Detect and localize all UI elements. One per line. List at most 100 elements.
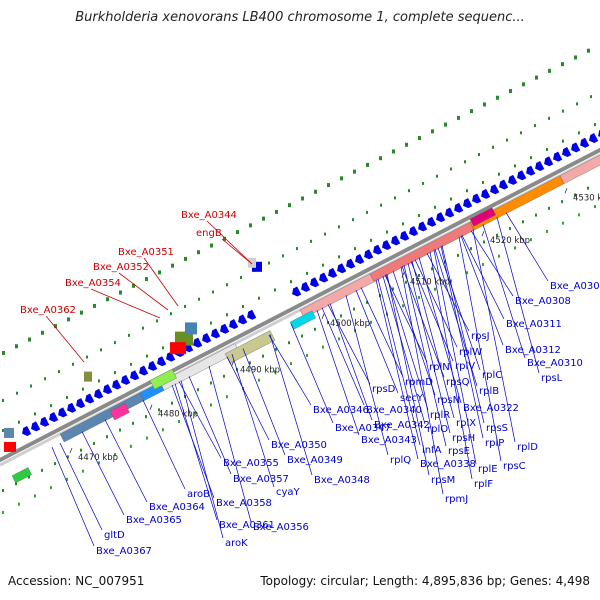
gc-dot <box>522 82 525 87</box>
gc-dot <box>594 205 596 209</box>
leader-bottom <box>188 376 232 475</box>
gc-dot <box>354 247 356 251</box>
gc-dot <box>274 288 276 292</box>
reverse-gene-arrow-shape <box>301 281 311 292</box>
gene-label-bottom: Bxe_A0358 <box>216 498 272 509</box>
leader-bottom <box>410 261 454 362</box>
tick-label: 4490 kbp <box>240 365 280 375</box>
reverse-gene-arrow <box>166 351 176 362</box>
leader-bottom <box>360 287 404 378</box>
gc-dot <box>496 95 499 100</box>
reverse-gene-arrow-shape <box>562 146 572 158</box>
gc-dot <box>310 239 312 243</box>
gc-dot <box>28 475 30 479</box>
gene-label-bottom: Bxe_A0367 <box>96 546 152 557</box>
gc-dot <box>561 200 563 204</box>
gc-dot <box>171 263 174 268</box>
gc-dot <box>574 55 577 60</box>
gc-dot <box>119 428 121 432</box>
reverse-gene-arrow-shape <box>166 351 176 362</box>
reverse-gene-arrow <box>337 263 347 274</box>
reverse-gene-arrow-shape <box>544 156 554 167</box>
reverse-gene-arrow <box>202 332 212 344</box>
gc-dot <box>530 238 532 242</box>
leader-bottom <box>51 446 95 547</box>
gc-dot <box>482 180 484 184</box>
tick-mark <box>401 272 405 278</box>
gc-dot <box>587 48 590 53</box>
tick-mark <box>564 188 568 194</box>
gc-dot <box>66 477 68 481</box>
gc-dot <box>431 267 433 271</box>
reverse-gene-arrow-shape <box>22 425 32 437</box>
gc-dot <box>353 307 355 311</box>
gc-dot <box>223 236 226 241</box>
gc-dot <box>464 160 466 164</box>
reverse-gene-arrow <box>571 142 581 153</box>
reverse-gene-arrow-shape <box>526 165 536 176</box>
gc-dot <box>146 354 148 358</box>
gc-dot <box>41 330 44 335</box>
tick-label: 4480 kbp <box>158 410 198 420</box>
reverse-gene-arrow-shape <box>49 412 59 423</box>
gc-dot <box>422 181 424 185</box>
gene-label-top: Bxe_A0344 <box>181 210 237 221</box>
reverse-gene-arrow <box>301 281 311 292</box>
gc-dot <box>444 260 446 264</box>
reverse-gene-arrow-shape <box>85 393 95 404</box>
tick-label: 4510 kbp <box>410 277 450 287</box>
gc-dot <box>306 353 308 357</box>
gene-band-pink <box>109 403 130 421</box>
gc-dot <box>142 326 144 330</box>
gc-dot <box>249 223 252 228</box>
gc-dot <box>338 337 340 341</box>
leader-bottom <box>174 383 218 521</box>
forward-gene-6 <box>4 427 14 438</box>
gc-dot <box>514 164 516 168</box>
gene-label-bottom: Bxe_A0365 <box>126 515 182 526</box>
gc-dot <box>100 348 102 352</box>
gc-dot <box>408 189 410 193</box>
backbone-outer <box>0 148 600 462</box>
reverse-gene-arrow-shape <box>328 267 338 278</box>
gc-dot <box>366 162 369 167</box>
leader-top <box>143 257 179 307</box>
leader-bottom <box>81 431 125 516</box>
reverse-gene-arrow <box>85 393 95 404</box>
gc-dot <box>379 156 382 161</box>
leader-bottom <box>382 276 426 425</box>
gene-label-bottom: gltD <box>104 530 125 541</box>
gc-dot <box>392 287 394 291</box>
gc-dot <box>106 297 109 302</box>
gc-dot <box>240 276 242 279</box>
leader-bottom <box>472 229 516 443</box>
gc-dot <box>86 355 88 359</box>
gc-dot <box>198 297 200 301</box>
gc-dot <box>562 221 564 225</box>
gc-dot <box>262 354 264 358</box>
gc-dot <box>444 122 447 127</box>
gene-label-bottom: rplO <box>427 424 448 435</box>
gc-dot <box>450 279 452 283</box>
forward-gene-2 <box>170 342 186 355</box>
gc-dot <box>386 230 388 234</box>
gene-label-bottom: rpsM <box>431 475 455 486</box>
gene-band-magenta <box>469 207 496 227</box>
reverse-gene-arrow <box>409 226 419 237</box>
gene-label-bottom: Bxe_A0356 <box>253 522 309 533</box>
tick-mark <box>69 447 73 454</box>
gc-dot <box>242 304 244 308</box>
gene-label-bottom: Bxe_A0312 <box>505 345 561 356</box>
gene-label-bottom: aroK <box>225 538 248 549</box>
reverse-gene-arrow-shape <box>364 249 374 260</box>
gc-dot <box>146 436 148 440</box>
gc-dot <box>197 250 200 255</box>
gc-dot <box>483 240 485 244</box>
gc-dot <box>2 428 4 432</box>
reverse-gene-arrow <box>355 253 365 264</box>
gene-band-lime-box <box>149 368 177 390</box>
reverse-gene-arrow-shape <box>517 170 527 181</box>
gc-dot <box>210 381 212 385</box>
leader-bottom <box>345 295 389 456</box>
